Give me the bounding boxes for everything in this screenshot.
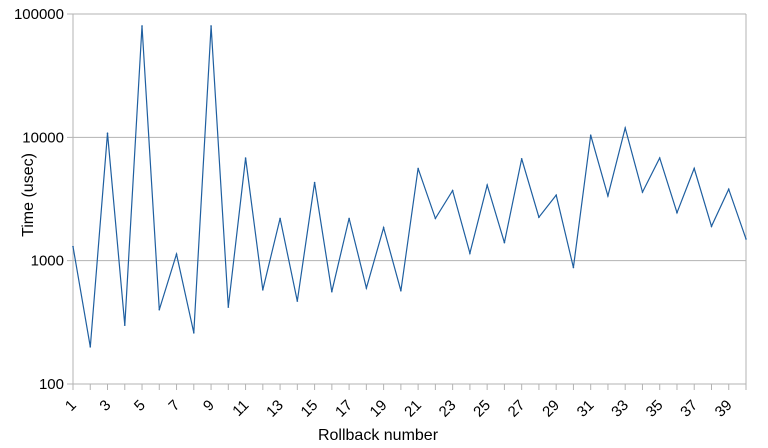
data-point [279,217,281,220]
data-point [331,290,333,293]
y-tick-label: 100 [39,376,64,393]
data-point [641,191,644,193]
data-point [572,266,575,269]
gridlines [67,13,746,385]
series-group [72,25,747,348]
data-point [503,241,506,244]
x-axis-title: Rollback number [318,427,439,444]
data-point [89,346,92,348]
data-point [486,184,488,186]
data-point [538,216,540,219]
data-point [365,287,368,289]
data-point [262,289,264,291]
data-point [192,332,195,334]
data-point [400,289,402,292]
data-point [469,252,471,254]
data-point [417,167,419,170]
data-point [693,167,696,170]
data-point [106,132,109,135]
y-tick-label: 10000 [22,129,64,146]
data-point [313,181,316,184]
data-point [72,245,74,248]
axes [72,14,747,390]
data-point [727,188,730,190]
data-point [158,308,161,311]
data-point [296,300,299,302]
y-tick-labels: 100 1000 10000 100000 [14,6,64,393]
data-point [676,211,678,214]
data-point [348,217,350,220]
data-point [434,217,437,220]
data-point [520,157,523,160]
data-point [244,157,247,159]
data-point [175,253,178,255]
data-point [227,306,230,308]
data-point [141,25,143,27]
data-point [624,127,627,129]
series-line-0 [72,25,747,348]
data-point [607,195,609,197]
y-tick-label: 100000 [14,6,64,23]
data-point [210,25,212,27]
data-point [745,238,747,240]
data-point [589,134,592,137]
data-point [710,225,713,228]
y-tick-label: 1000 [31,253,64,270]
data-point [658,157,661,159]
data-point [451,189,454,192]
data-point [555,194,557,196]
y-axis-title: Time (usec) [20,153,37,237]
data-point [382,226,385,229]
data-point [123,324,126,326]
